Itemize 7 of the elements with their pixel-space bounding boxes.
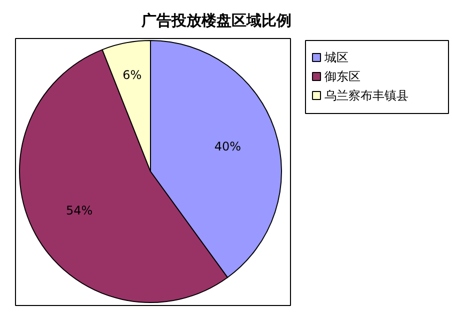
- legend-label: 乌兰察布丰镇县: [324, 88, 408, 102]
- data-label: 54%: [66, 204, 93, 218]
- data-label: 40%: [214, 139, 242, 154]
- chart-title: 广告投放楼盘区域比例: [140, 12, 292, 30]
- data-label: 6%: [122, 68, 142, 82]
- legend-label: 御东区: [324, 70, 360, 84]
- legend-label: 城区: [324, 50, 348, 64]
